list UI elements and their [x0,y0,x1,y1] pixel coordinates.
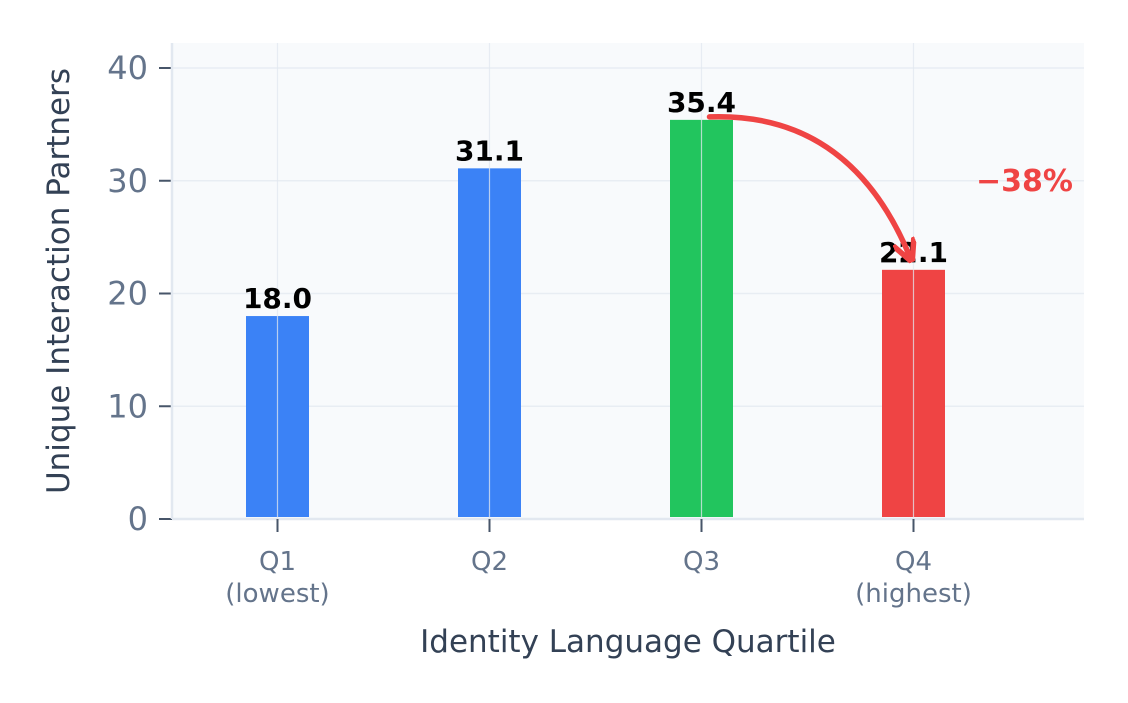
y-tick-label: 30 [107,162,148,200]
y-tick-label: 0 [128,500,148,538]
y-tick-label: 40 [107,49,148,87]
x-tick-label: Q2 [471,547,508,577]
x-tick-label: Q3 [683,547,720,577]
x-axis-title: Identity Language Quartile [420,624,836,660]
change-annotation-label: −38% [976,164,1073,199]
bar-value-label: 22.1 [879,236,948,269]
y-tick-label: 20 [107,275,148,313]
bar-value-label: 35.4 [667,86,736,119]
change-arrow [706,114,910,256]
change-annotation: −38% [706,114,1073,256]
y-axis-title: Unique Interaction Partners [41,68,77,494]
x-tick-label: Q4 (highest) [855,547,972,609]
bar-value-label: 18.0 [243,282,312,315]
y-tick-label: 10 [107,387,148,425]
x-tick-label: Q1 (lowest) [225,547,329,609]
vertical-grid [276,43,915,519]
bar-value-label: 31.1 [455,134,524,167]
axes: 0 10 20 30 40 Q1 (lowest) Q2 Q3 Q4 (highest) [107,43,1084,609]
